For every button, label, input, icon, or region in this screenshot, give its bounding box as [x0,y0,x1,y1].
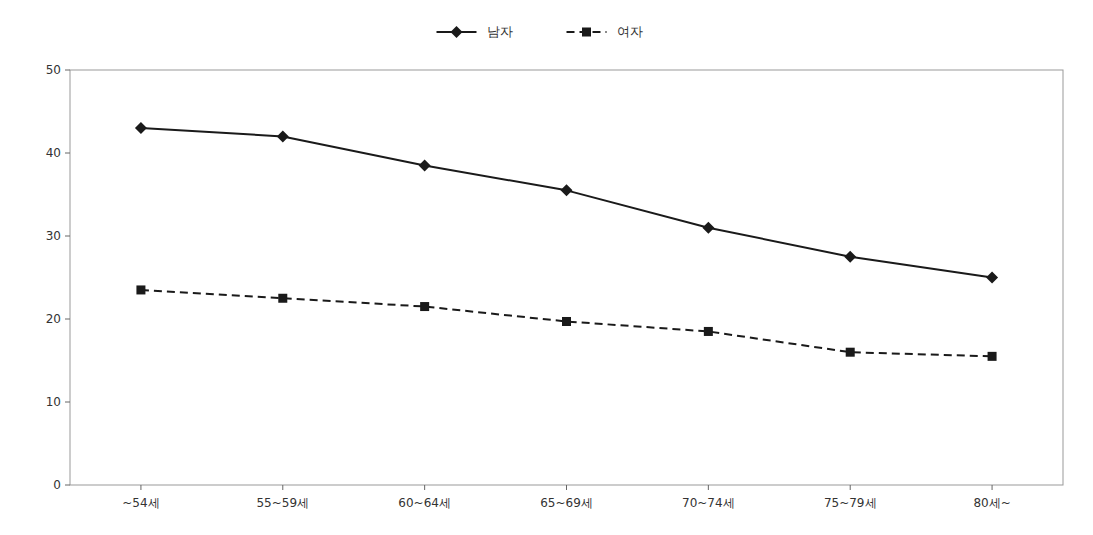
marker-square [562,317,571,326]
plot-area [135,122,998,361]
series-line [141,128,992,277]
x-axis: ~54세 55~59세 60~64세 65~69세 70~74세 75~79세 80세~ [122,485,1010,510]
x-tick [282,485,283,490]
chart-container: 0 10 20 30 40 50 ~54세 55~59세 60~64세 65~69세 70~74세 7… [0,0,1093,535]
plot-frame [70,70,1063,485]
x-tick [140,485,141,490]
y-tick [65,485,70,486]
marker-diamond [844,251,856,263]
marker-square [136,285,145,294]
marker-diamond [419,159,431,171]
marker-diamond [277,130,289,142]
series [136,285,996,360]
y-tick-label: 30 [46,229,61,243]
marker-diamond [561,184,573,196]
y-tick-label: 10 [46,395,61,409]
y-tick-label: 40 [46,146,61,160]
x-tick-label: 75~79세 [824,496,877,510]
legend-label: 여자 [617,24,643,39]
page: {"chart_data": {"type": "line", "categor… [0,0,1093,535]
x-tick [992,485,993,490]
marker-square [278,294,287,303]
chart-svg: 0 10 20 30 40 50 ~54세 55~59세 60~64세 65~69세 70~74세 7… [0,0,1093,535]
x-tick [708,485,709,490]
marker-square [988,352,997,361]
x-tick-label: 80세~ [973,496,1010,510]
x-tick [424,485,425,490]
marker-diamond [986,272,998,284]
legend: 남자 여자 [437,24,643,39]
marker-square [846,348,855,357]
x-tick-label: 55~59세 [256,496,309,510]
y-tick [65,153,70,154]
series [135,122,998,283]
legend-marker [582,28,591,37]
y-tick-label: 20 [46,312,61,326]
marker-diamond [135,122,147,134]
series-line [141,290,992,356]
y-tick [65,70,70,71]
x-tick-label: ~54세 [122,496,159,510]
marker-diamond [702,222,714,234]
y-tick [65,236,70,237]
marker-square [420,302,429,311]
x-tick [566,485,567,490]
y-axis: 0 10 20 30 40 50 [46,63,70,492]
marker-square [704,327,713,336]
legend-label: 남자 [487,24,513,39]
x-tick-label: 70~74세 [682,496,735,510]
y-tick [65,402,70,403]
x-tick [850,485,851,490]
y-tick-label: 50 [46,63,61,77]
legend-marker [451,26,463,38]
y-tick [65,319,70,320]
x-tick-label: 65~69세 [540,496,593,510]
y-tick-label: 0 [53,478,61,492]
x-tick-label: 60~64세 [398,496,451,510]
